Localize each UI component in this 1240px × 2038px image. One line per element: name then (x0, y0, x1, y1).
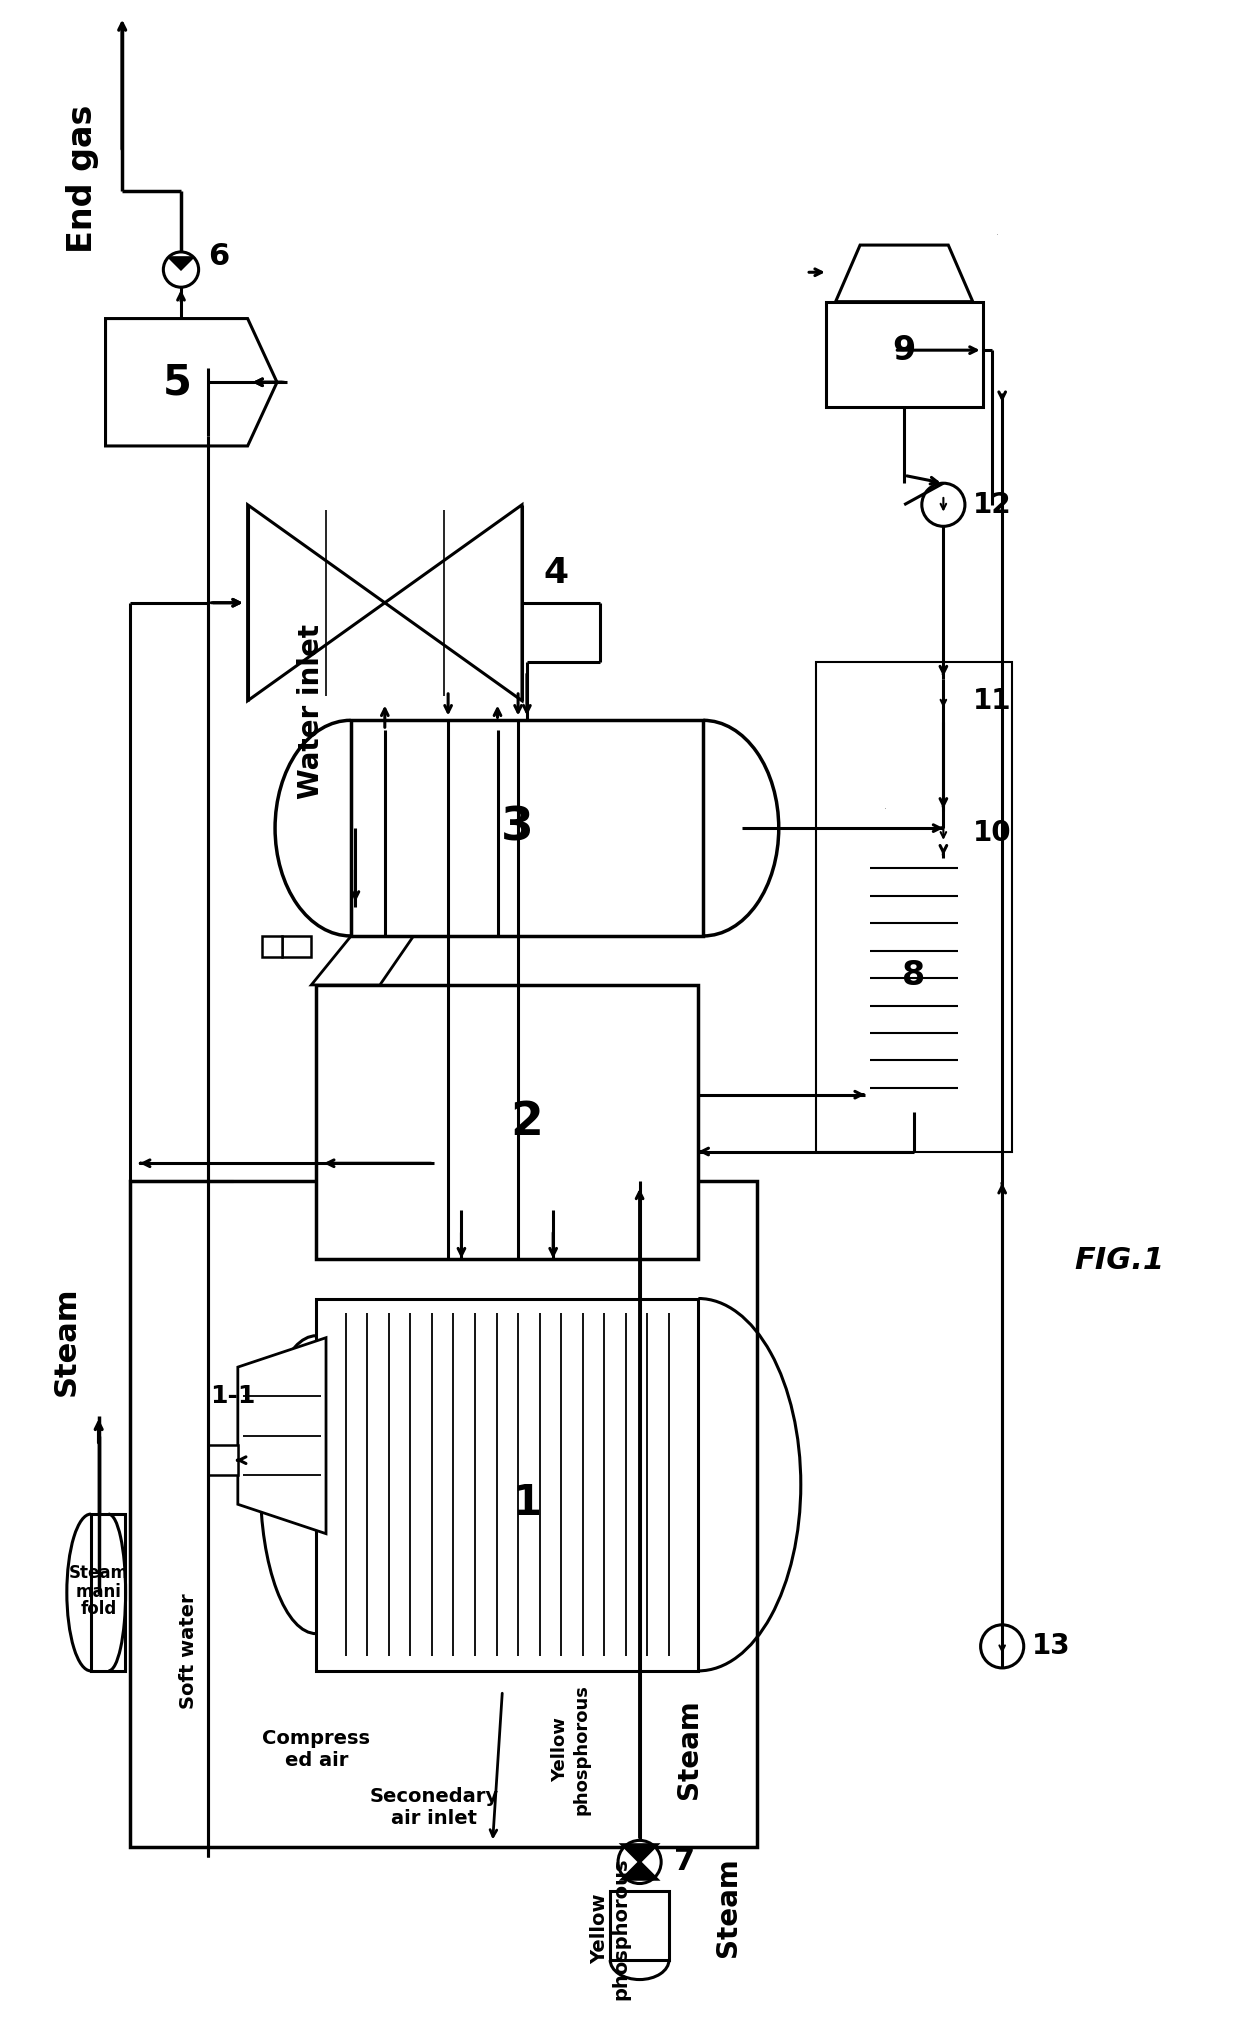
Polygon shape (622, 1844, 657, 1863)
Text: fold: fold (81, 1600, 117, 1618)
Text: 3: 3 (501, 805, 533, 850)
Text: Yellow
phosphorous: Yellow phosphorous (590, 1857, 631, 1999)
Bar (826, 302, 982, 408)
Polygon shape (384, 505, 522, 701)
Text: 7: 7 (673, 1848, 696, 1877)
Polygon shape (311, 907, 434, 984)
Bar (316, 984, 698, 1259)
Circle shape (921, 679, 965, 721)
Circle shape (981, 1624, 1024, 1667)
Text: 13: 13 (1032, 1632, 1070, 1661)
Text: 6: 6 (208, 243, 229, 271)
Text: Steam: Steam (52, 1286, 81, 1396)
Text: Steam: Steam (675, 1700, 703, 1800)
Text: Water inlet: Water inlet (298, 624, 325, 799)
Text: 2: 2 (510, 1101, 543, 1145)
Circle shape (921, 483, 965, 526)
Bar (316, 1298, 698, 1671)
Text: 10: 10 (972, 819, 1012, 848)
Polygon shape (248, 505, 384, 701)
Bar (884, 827, 944, 858)
Circle shape (164, 253, 198, 287)
Text: 11: 11 (972, 687, 1012, 715)
Text: End gas: End gas (67, 104, 99, 253)
Text: Steam: Steam (714, 1857, 742, 1956)
Text: FIG.1: FIG.1 (1075, 1245, 1164, 1276)
Text: Steam: Steam (68, 1563, 129, 1581)
Polygon shape (836, 245, 972, 302)
Bar (263, 935, 281, 958)
Bar (91, 1514, 125, 1671)
Circle shape (618, 1840, 661, 1883)
Text: Seconedary
air inlet: Seconedary air inlet (370, 1787, 498, 1828)
Polygon shape (105, 318, 277, 446)
Polygon shape (169, 257, 193, 269)
Text: 4: 4 (544, 556, 569, 591)
Bar (816, 662, 1012, 1151)
Text: 1-1: 1-1 (211, 1384, 255, 1408)
Text: Soft water: Soft water (180, 1594, 198, 1710)
Text: 8: 8 (903, 960, 925, 993)
Circle shape (921, 811, 965, 854)
Text: 12: 12 (972, 491, 1012, 520)
Bar (208, 1445, 238, 1476)
Text: Yellow
phosphorous: Yellow phosphorous (552, 1683, 590, 1814)
Text: 9: 9 (893, 334, 916, 367)
Polygon shape (238, 1337, 326, 1535)
Polygon shape (622, 1863, 657, 1879)
Text: mani: mani (76, 1584, 122, 1602)
Text: 1: 1 (512, 1482, 541, 1524)
Text: 5: 5 (164, 361, 192, 404)
Bar (351, 719, 703, 935)
Bar (281, 935, 311, 958)
Bar (866, 858, 963, 1113)
Bar (130, 1180, 758, 1846)
Text: Compress
ed air: Compress ed air (262, 1728, 371, 1769)
Bar (610, 1891, 670, 1961)
